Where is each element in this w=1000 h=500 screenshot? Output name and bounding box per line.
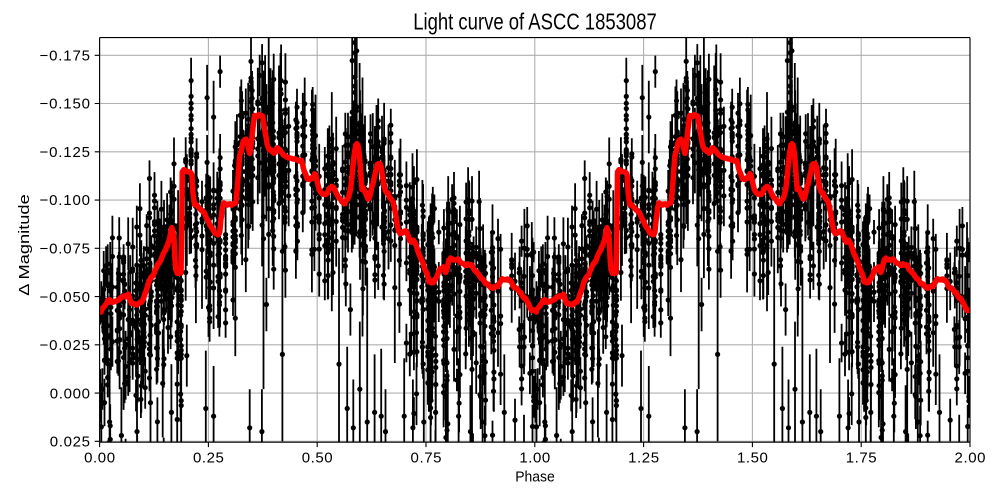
svg-text:0.000: 0.000	[50, 385, 90, 402]
svg-text:0.50: 0.50	[302, 450, 333, 467]
svg-text:1.00: 1.00	[519, 450, 550, 467]
svg-text:0.025: 0.025	[50, 434, 90, 451]
svg-text:−0.025: −0.025	[40, 337, 91, 354]
svg-text:Light curve of ASCC 1853087: Light curve of ASCC 1853087	[413, 9, 657, 35]
svg-text:−0.050: −0.050	[40, 289, 91, 306]
svg-text:−0.125: −0.125	[40, 144, 91, 161]
svg-text:−0.150: −0.150	[40, 96, 91, 113]
svg-text:Δ Magnitude: Δ Magnitude	[16, 194, 33, 296]
svg-text:1.50: 1.50	[737, 450, 768, 467]
svg-text:−0.075: −0.075	[40, 241, 91, 258]
svg-text:1.25: 1.25	[628, 450, 659, 467]
svg-text:2.00: 2.00	[955, 450, 986, 467]
svg-text:0.00: 0.00	[84, 450, 115, 467]
svg-text:0.75: 0.75	[411, 450, 442, 467]
svg-text:−0.100: −0.100	[40, 192, 91, 209]
svg-text:Phase: Phase	[515, 469, 555, 486]
svg-text:0.25: 0.25	[193, 450, 224, 467]
svg-text:−0.175: −0.175	[40, 48, 91, 65]
svg-text:1.75: 1.75	[846, 450, 877, 467]
